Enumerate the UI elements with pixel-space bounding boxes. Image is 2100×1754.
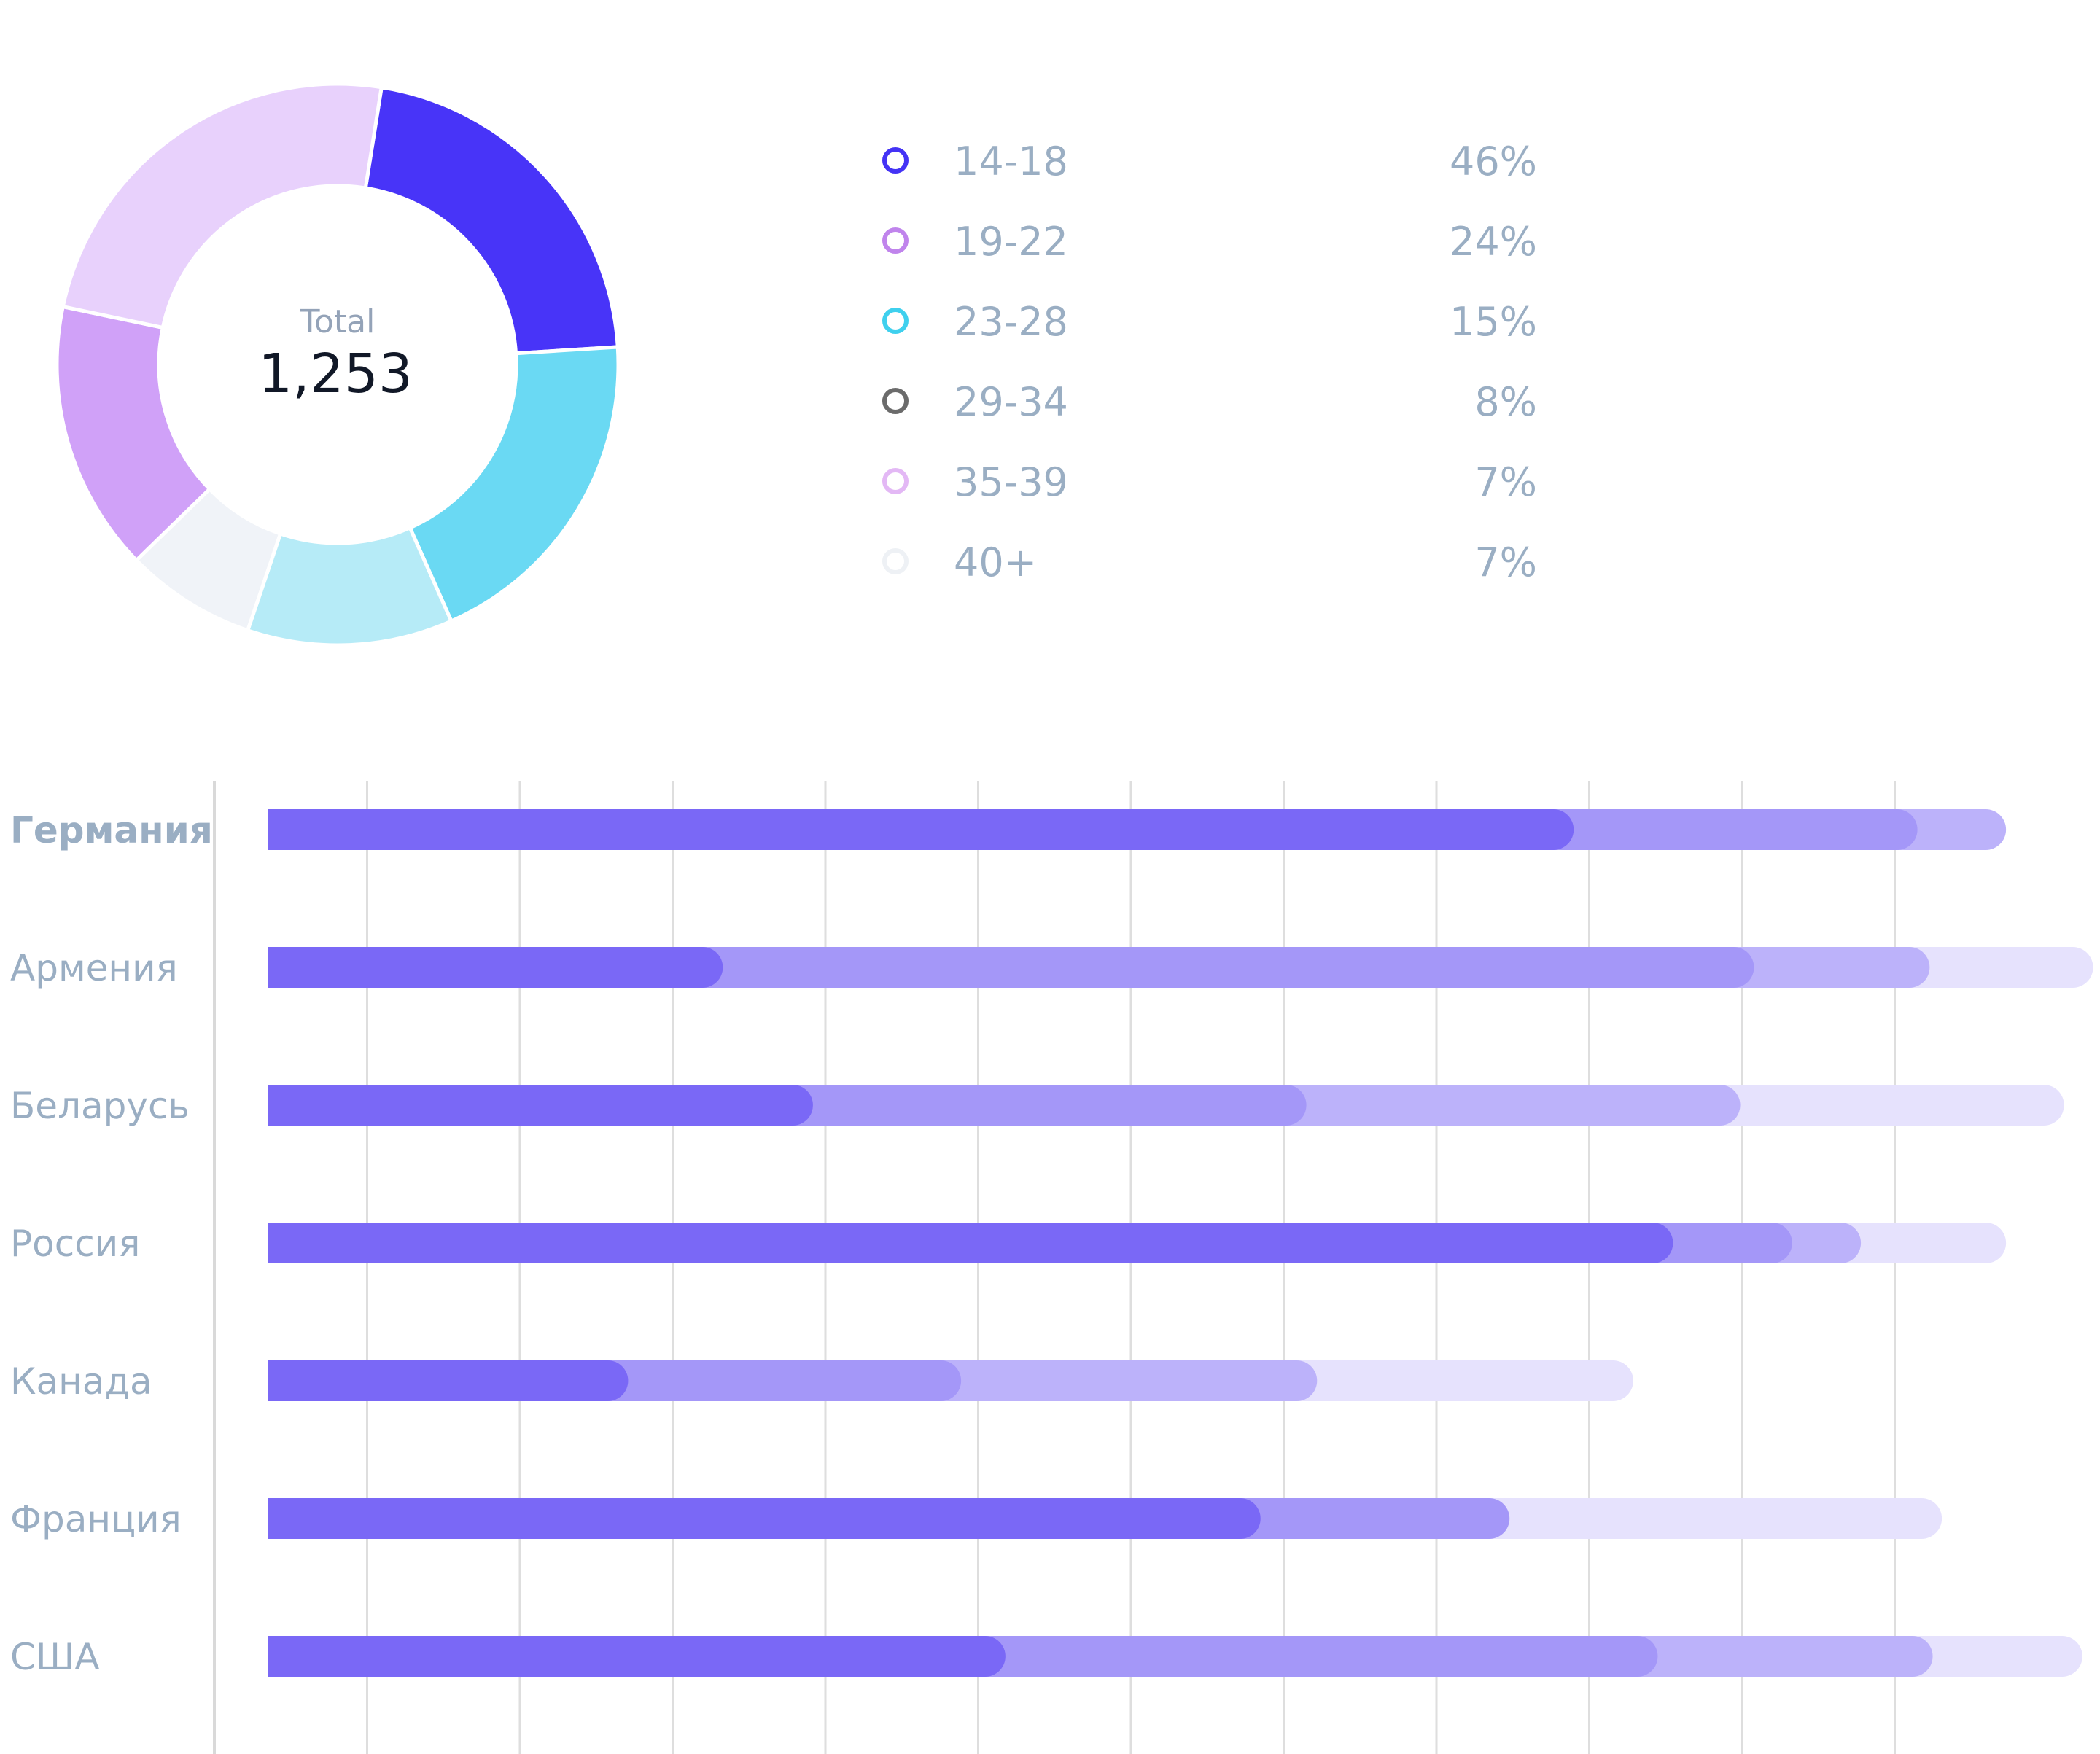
donut-center-label: Total [300, 303, 376, 340]
legend-label: 40+ [954, 539, 1037, 585]
legend-percent: 7% [1474, 539, 1537, 585]
category-label: Германия [10, 809, 213, 851]
donut-slices [55, 82, 621, 647]
age-legend: 14-18 46% 19-22 24% 23-28 15% 29-34 8% 3… [881, 131, 1537, 612]
donut-slice [61, 82, 384, 330]
bar-segment [247, 1636, 1006, 1677]
legend-item: 40+ 7% [881, 532, 1537, 612]
bar-segment [247, 1085, 813, 1126]
grid-lines [213, 781, 1896, 1754]
bar-segment [247, 947, 723, 988]
bar-segments [246, 808, 2093, 1677]
legend-item: 14-18 46% [881, 131, 1537, 211]
donut-slice [363, 85, 620, 356]
bar-segment [247, 1223, 1673, 1263]
bar-cap [246, 1222, 268, 1264]
legend-label: 19-22 [954, 219, 1068, 265]
legend-label: 35-39 [954, 459, 1068, 505]
category-labels: Германия Армения Беларусь Россия Канада Франц… [10, 809, 213, 1678]
legend-item: 19-22 24% [881, 211, 1537, 292]
legend-percent: 8% [1474, 379, 1537, 425]
donut-center-value: 1,253 [258, 343, 413, 405]
bar-cap [246, 1497, 268, 1540]
ring-icon [882, 147, 909, 174]
category-label: Канада [10, 1360, 152, 1403]
ring-icon [882, 388, 909, 414]
bar-cap [246, 1084, 268, 1126]
legend-item: 35-39 7% [881, 452, 1537, 532]
legend-percent: 46% [1449, 139, 1537, 184]
bar-segment [247, 1360, 629, 1401]
age-donut-chart: Total 1,253 [55, 82, 621, 647]
ring-icon [882, 308, 909, 334]
ring-icon [882, 548, 909, 574]
legend-percent: 24% [1449, 219, 1537, 265]
bar-cap [246, 808, 268, 851]
category-label: США [10, 1636, 100, 1678]
bar-segment [247, 809, 1574, 850]
bar-cap [246, 1635, 268, 1677]
legend-percent: 15% [1449, 299, 1537, 345]
category-label: Франция [10, 1498, 182, 1540]
bar-cap [246, 946, 268, 989]
legend-label: 23-28 [954, 299, 1068, 345]
legend-item: 23-28 15% [881, 292, 1537, 372]
legend-item: 29-34 8% [881, 372, 1537, 452]
donut-slice [407, 345, 621, 624]
ring-icon [882, 468, 909, 494]
legend-label: 14-18 [954, 139, 1068, 184]
bar-segment [247, 1498, 1261, 1539]
category-label: Армения [10, 947, 178, 989]
country-bar-chart: Германия Армения Беларусь Россия Канада Франц… [10, 781, 2093, 1754]
category-label: Россия [10, 1223, 140, 1265]
category-label: Беларусь [10, 1085, 190, 1127]
bar-cap [246, 1360, 268, 1402]
legend-percent: 7% [1474, 459, 1537, 505]
legend-label: 29-34 [954, 379, 1068, 425]
donut-slice [55, 304, 212, 564]
ring-icon [882, 227, 909, 254]
